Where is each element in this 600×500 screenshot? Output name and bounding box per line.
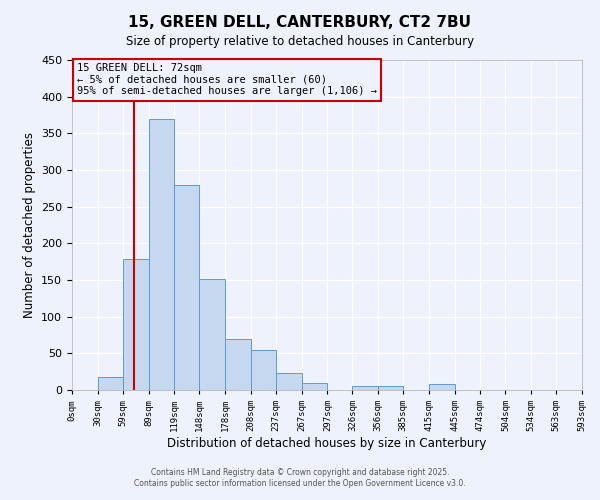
- Bar: [251, 350, 276, 390]
- Bar: [123, 260, 149, 390]
- Bar: [352, 386, 378, 390]
- X-axis label: Distribution of detached houses by size in Canterbury: Distribution of detached houses by size …: [167, 437, 487, 450]
- Bar: [302, 382, 328, 390]
- Bar: [429, 384, 455, 390]
- Bar: [199, 278, 225, 390]
- Text: Contains HM Land Registry data © Crown copyright and database right 2025.
Contai: Contains HM Land Registry data © Crown c…: [134, 468, 466, 487]
- Text: 15 GREEN DELL: 72sqm
← 5% of detached houses are smaller (60)
95% of semi-detach: 15 GREEN DELL: 72sqm ← 5% of detached ho…: [77, 64, 377, 96]
- Bar: [98, 377, 123, 390]
- Text: Size of property relative to detached houses in Canterbury: Size of property relative to detached ho…: [126, 35, 474, 48]
- Bar: [175, 184, 199, 390]
- Bar: [276, 373, 302, 390]
- Bar: [378, 386, 403, 390]
- Bar: [225, 338, 251, 390]
- Text: 15, GREEN DELL, CANTERBURY, CT2 7BU: 15, GREEN DELL, CANTERBURY, CT2 7BU: [128, 15, 472, 30]
- Bar: [149, 118, 175, 390]
- Y-axis label: Number of detached properties: Number of detached properties: [23, 132, 35, 318]
